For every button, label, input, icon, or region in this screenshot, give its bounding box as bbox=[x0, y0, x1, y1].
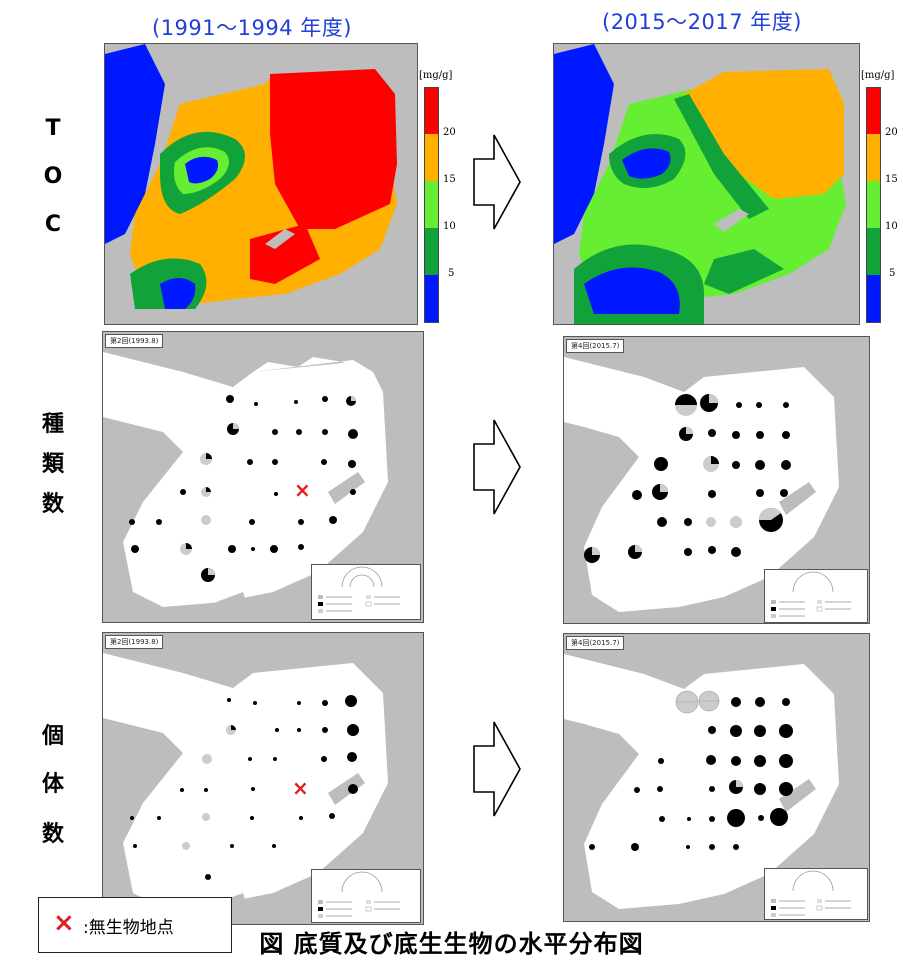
survey-tag-2015-species: 第4回(2015.7) bbox=[566, 339, 625, 353]
row-label-species-3: 数 bbox=[41, 492, 64, 517]
colorbar-tick-1991-5: 5 bbox=[448, 268, 455, 279]
colorbar-unit-2015: [mg/g] bbox=[861, 70, 895, 81]
red-x-icon: × bbox=[53, 908, 75, 938]
species-pies-2015 bbox=[584, 394, 791, 563]
colorbar-tick-2015-15: 15 bbox=[885, 174, 898, 185]
right-arrow-icon-species bbox=[473, 419, 521, 515]
toc-map-1991 bbox=[104, 43, 418, 325]
row-label-toc-3: C bbox=[44, 212, 62, 237]
row-label-individuals-1: 個 bbox=[41, 724, 64, 749]
legend-individuals-2015 bbox=[764, 868, 868, 920]
no-organism-mark-individuals: × bbox=[292, 776, 309, 800]
individual-pies-1993 bbox=[130, 695, 359, 880]
toc-map-2015 bbox=[553, 43, 860, 325]
row-label-toc-2: O bbox=[43, 164, 63, 189]
period-left: (1991〜1994 年度) bbox=[152, 16, 352, 40]
survey-tag-1993-species: 第2回(1993.8) bbox=[105, 334, 164, 348]
colorbar-tick-1991-20: 20 bbox=[443, 127, 456, 138]
legend-no-organism: × :無生物地点 bbox=[38, 897, 232, 953]
period-right: (2015〜2017 年度) bbox=[602, 10, 802, 34]
colorbar-tick-1991-10: 10 bbox=[443, 221, 456, 232]
toc-colorbar-1991 bbox=[424, 87, 439, 323]
row-label-individuals-2: 体 bbox=[41, 772, 64, 797]
row-label-toc-1: T bbox=[45, 116, 61, 141]
colorbar-tick-1991-15: 15 bbox=[443, 174, 456, 185]
individuals-map-1993: 第2回(1993.8) bbox=[102, 632, 424, 925]
colorbar-tick-2015-20: 20 bbox=[885, 127, 898, 138]
survey-tag-2015-individuals: 第4回(2015.7) bbox=[566, 636, 625, 650]
legend-species-1993 bbox=[311, 564, 421, 620]
legend-species-2015 bbox=[764, 569, 868, 623]
legend-individuals-1993 bbox=[311, 869, 421, 923]
colorbar-tick-2015-5: 5 bbox=[889, 268, 896, 279]
no-organism-mark-species: × bbox=[294, 478, 311, 502]
species-map-1993: 第2回(1993.8) bbox=[102, 331, 424, 623]
row-label-species-2: 類 bbox=[41, 452, 64, 477]
colorbar-tick-2015-10: 10 bbox=[885, 221, 898, 232]
figure-caption: 図 底質及び底生生物の水平分布図 bbox=[259, 930, 644, 958]
survey-tag-1993-individuals: 第2回(1993.8) bbox=[105, 635, 164, 649]
colorbar-unit-1991: [mg/g] bbox=[419, 70, 453, 81]
individuals-map-2015: 第4回(2015.7) bbox=[563, 633, 870, 922]
right-arrow-icon-individuals bbox=[473, 721, 521, 817]
legend-no-organism-label: :無生物地点 bbox=[83, 918, 174, 938]
individual-pies-2015 bbox=[589, 690, 793, 851]
species-map-2015: 第4回(2015.7) bbox=[563, 336, 870, 624]
species-pies-1993 bbox=[129, 395, 358, 582]
toc-colorbar-2015 bbox=[866, 87, 881, 323]
row-label-species-1: 種 bbox=[41, 412, 64, 437]
row-label-individuals-3: 数 bbox=[41, 822, 64, 847]
right-arrow-icon-toc bbox=[473, 134, 521, 230]
